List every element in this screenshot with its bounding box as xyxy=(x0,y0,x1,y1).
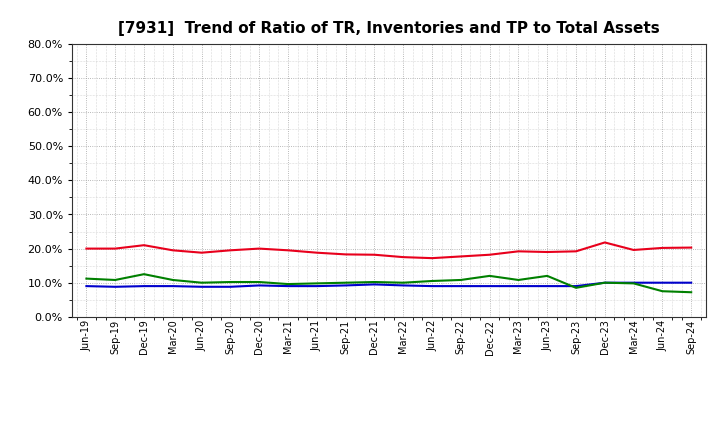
Trade Receivables xyxy=(226,248,235,253)
Trade Receivables xyxy=(82,246,91,251)
Inventories xyxy=(485,283,494,289)
Trade Receivables xyxy=(399,254,408,260)
Trade Receivables xyxy=(456,254,465,259)
Trade Payables xyxy=(572,285,580,290)
Inventories xyxy=(255,283,264,288)
Trade Payables xyxy=(197,280,206,285)
Inventories xyxy=(687,280,696,285)
Trade Payables xyxy=(168,277,177,282)
Trade Payables xyxy=(140,271,148,277)
Trade Payables xyxy=(284,282,292,287)
Trade Receivables xyxy=(111,246,120,251)
Inventories xyxy=(284,283,292,289)
Trade Receivables xyxy=(572,249,580,254)
Line: Trade Receivables: Trade Receivables xyxy=(86,242,691,258)
Trade Receivables xyxy=(284,248,292,253)
Trade Receivables xyxy=(168,248,177,253)
Trade Payables xyxy=(658,289,667,294)
Inventories xyxy=(456,283,465,289)
Trade Payables xyxy=(255,279,264,285)
Inventories xyxy=(399,283,408,288)
Trade Payables xyxy=(687,290,696,295)
Trade Payables xyxy=(629,281,638,286)
Inventories xyxy=(312,283,321,289)
Trade Receivables xyxy=(428,256,436,261)
Trade Payables xyxy=(312,281,321,286)
Inventories xyxy=(226,284,235,290)
Inventories xyxy=(658,280,667,285)
Inventories xyxy=(197,284,206,290)
Trade Receivables xyxy=(140,242,148,248)
Inventories xyxy=(600,280,609,285)
Inventories xyxy=(111,284,120,290)
Trade Payables xyxy=(485,273,494,279)
Inventories xyxy=(514,283,523,289)
Trade Receivables xyxy=(687,245,696,250)
Trade Receivables xyxy=(341,252,350,257)
Trade Receivables xyxy=(312,250,321,255)
Trade Payables xyxy=(600,280,609,285)
Trade Payables xyxy=(428,279,436,284)
Trade Payables xyxy=(514,277,523,282)
Trade Payables xyxy=(456,277,465,282)
Trade Receivables xyxy=(600,240,609,245)
Inventories xyxy=(168,283,177,289)
Inventories xyxy=(572,283,580,289)
Trade Receivables xyxy=(370,252,379,257)
Trade Receivables xyxy=(629,247,638,253)
Inventories xyxy=(370,282,379,287)
Trade Payables xyxy=(226,279,235,285)
Trade Payables xyxy=(341,280,350,285)
Title: [7931]  Trend of Ratio of TR, Inventories and TP to Total Assets: [7931] Trend of Ratio of TR, Inventories… xyxy=(118,21,660,36)
Inventories xyxy=(629,280,638,285)
Line: Trade Payables: Trade Payables xyxy=(86,274,691,292)
Trade Payables xyxy=(370,279,379,285)
Trade Receivables xyxy=(543,249,552,255)
Inventories xyxy=(543,283,552,289)
Trade Payables xyxy=(82,276,91,281)
Trade Receivables xyxy=(485,252,494,257)
Trade Payables xyxy=(111,277,120,282)
Inventories xyxy=(140,283,148,289)
Trade Receivables xyxy=(658,245,667,250)
Trade Receivables xyxy=(514,249,523,254)
Trade Payables xyxy=(543,273,552,279)
Inventories xyxy=(341,283,350,288)
Trade Receivables xyxy=(197,250,206,255)
Trade Receivables xyxy=(255,246,264,251)
Trade Payables xyxy=(399,280,408,285)
Inventories xyxy=(428,283,436,289)
Inventories xyxy=(82,283,91,289)
Line: Inventories: Inventories xyxy=(86,282,691,287)
